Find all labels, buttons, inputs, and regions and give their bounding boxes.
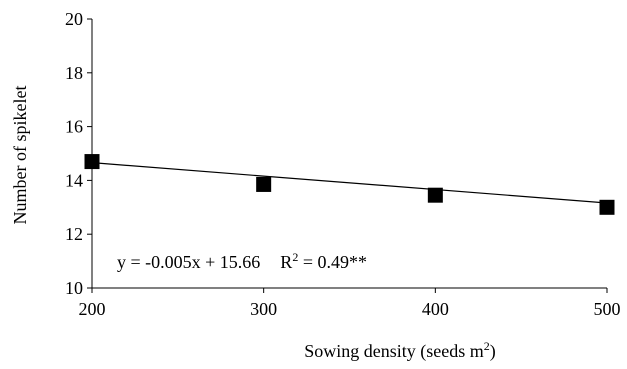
r-squared-value: = 0.49** [298, 252, 367, 272]
y-tick-label: 10 [65, 278, 83, 298]
regression-equation: y = -0.005x + 15.66 [117, 252, 260, 272]
x-tick-label: 500 [594, 299, 621, 319]
y-axis-label: Number of spikelet [10, 86, 30, 225]
y-tick-label: 14 [65, 170, 83, 190]
trendline [91, 162, 608, 204]
y-tick-label: 12 [65, 224, 83, 244]
x-tick-label: 400 [422, 299, 449, 319]
data-points [84, 154, 615, 215]
data-point [84, 154, 100, 170]
y-tick-label: 20 [65, 9, 83, 29]
x-tick-label: 300 [250, 299, 277, 319]
tick-labels: 10 12 14 16 18 20 200 300 400 500 [65, 9, 621, 319]
data-point [599, 199, 615, 215]
x-axis-label-superscript: 2 [484, 339, 490, 353]
r-squared-prefix: R [280, 252, 292, 272]
axes [87, 18, 608, 293]
y-tick-label: 18 [65, 63, 83, 83]
data-point [427, 187, 443, 203]
trendline-layer [91, 162, 608, 204]
x-axis-label-main: Sowing density (seeds m [304, 341, 484, 362]
x-tick-label: 200 [79, 299, 106, 319]
x-axis-label: Sowing density (seeds m2) [304, 339, 496, 362]
data-point [256, 176, 272, 192]
x-axis-label-suffix: ) [490, 341, 496, 362]
regression-annotation: y = -0.005x + 15.66 R2 = 0.49** [117, 250, 367, 272]
r-squared-superscript: 2 [292, 250, 298, 264]
y-tick-label: 16 [65, 117, 83, 137]
